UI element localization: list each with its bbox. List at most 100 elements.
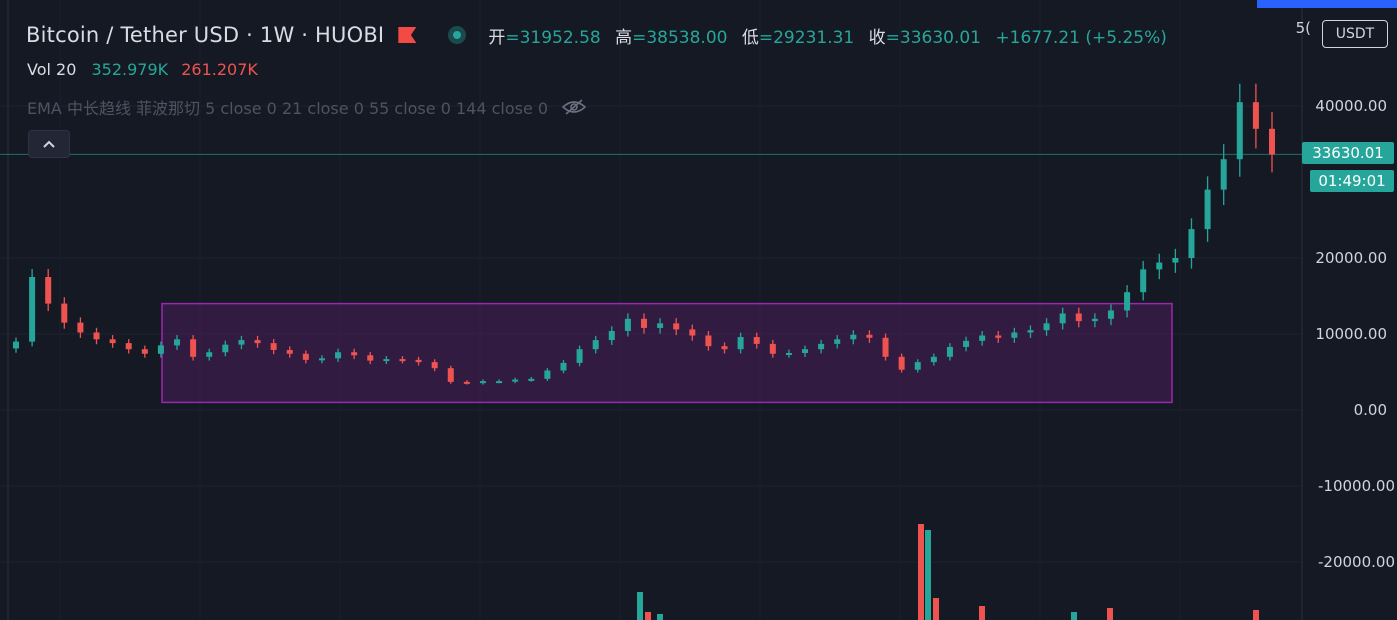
candle-body	[1140, 269, 1147, 293]
low-value: =29231.31	[758, 27, 855, 48]
candle-body	[157, 345, 164, 354]
candle-body	[1091, 318, 1098, 322]
symbol-title[interactable]: Bitcoin / Tether USD · 1W · HUOBI	[26, 23, 385, 47]
candle-body	[721, 346, 728, 350]
axis-label-40000: 40000.00	[1315, 97, 1387, 115]
ema-legend[interactable]: EMA 中长趋线 菲波那切 5 close 0 21 close 0 55 cl…	[27, 95, 587, 119]
close-label: 收	[868, 27, 886, 48]
candle-body	[351, 352, 358, 356]
candle-body	[190, 339, 197, 357]
candle-body	[254, 340, 261, 344]
candle-body	[930, 356, 937, 363]
axis-label-20000: 20000.00	[1315, 249, 1387, 267]
candle-body	[1011, 332, 1018, 338]
candle-body	[657, 323, 664, 328]
volume-bars	[637, 524, 1259, 620]
candle-body	[544, 370, 551, 379]
candle-body	[1269, 128, 1275, 155]
candle-body	[785, 353, 792, 355]
candle-body	[61, 303, 68, 323]
candle-body	[45, 277, 52, 304]
candle-body	[463, 381, 470, 384]
candle-body	[174, 339, 181, 346]
volume-up-value: 352.979K	[91, 60, 169, 79]
open-value: =31952.58	[505, 27, 601, 48]
close-value: =33630.01	[885, 27, 981, 48]
candle-body	[318, 358, 325, 361]
candle-body	[141, 349, 148, 354]
candle-body	[367, 355, 374, 361]
top-toolbar-tab[interactable]	[1257, 0, 1397, 8]
candle-body	[1059, 313, 1066, 324]
candle-body	[753, 337, 760, 344]
candle-body	[1252, 102, 1259, 129]
candle-body	[447, 368, 454, 382]
candle-body	[206, 352, 213, 357]
volume-bar	[979, 606, 985, 620]
candle-body	[77, 322, 84, 333]
candle-body	[689, 329, 696, 336]
volume-bar	[918, 524, 924, 620]
change-value: +1677.21 (+5.25%)	[995, 27, 1167, 48]
candle-body	[29, 277, 36, 342]
chevron-up-icon	[43, 140, 55, 148]
candle-body	[737, 337, 744, 350]
candle-body	[270, 343, 277, 350]
candle-body	[576, 349, 583, 363]
volume-bar	[925, 530, 931, 620]
candle-body	[818, 343, 825, 350]
collapse-legend-button[interactable]	[28, 130, 70, 158]
candle-body	[496, 381, 503, 384]
flag-icon[interactable]	[398, 27, 416, 43]
candle-body	[222, 344, 229, 353]
candle-body	[93, 332, 100, 340]
price-axis[interactable]: 5( 40000.00 20000.00 10000.00 0.00 -1000…	[1296, 0, 1397, 620]
candle-body	[1107, 310, 1114, 319]
high-label: 高	[615, 27, 633, 48]
candle-body	[1220, 159, 1227, 190]
candle-body	[383, 359, 390, 362]
candle-body	[399, 359, 406, 362]
open-label: 开	[488, 27, 506, 48]
volume-bar	[657, 614, 663, 620]
volume-bar	[637, 592, 643, 620]
candle-body	[415, 359, 422, 363]
volume-bar	[1107, 608, 1113, 620]
axis-label-0: 0.00	[1353, 401, 1387, 419]
volume-legend[interactable]: Vol 20 352.979K 261.207K	[27, 60, 258, 79]
candle-body	[1236, 102, 1243, 160]
candle-body	[850, 334, 857, 340]
candle-body	[979, 335, 986, 341]
candle-body	[1124, 292, 1131, 311]
eye-off-icon[interactable]	[562, 99, 587, 115]
candle-body	[1027, 330, 1034, 333]
candle-body	[512, 379, 519, 382]
candle-body	[641, 318, 647, 328]
high-value: =38538.00	[632, 27, 728, 48]
candle-body	[431, 362, 438, 369]
live-dot-icon	[448, 26, 467, 44]
candle-body	[769, 343, 776, 354]
candle-body	[882, 337, 889, 357]
low-label: 低	[741, 27, 759, 48]
ohlc-values: 开=31952.58 高=38538.00 低=29231.31 收=33630…	[488, 23, 1167, 48]
candle-body	[1043, 323, 1050, 331]
candle-body	[1204, 189, 1211, 230]
volume-bar	[1071, 612, 1077, 620]
candle-body	[608, 330, 615, 341]
candle-body	[238, 340, 245, 345]
candle-body	[995, 335, 1002, 338]
candle-body	[109, 339, 116, 344]
volume-bar	[933, 598, 939, 620]
candle-body	[705, 335, 712, 347]
candles	[13, 83, 1275, 385]
candle-body	[1188, 229, 1195, 258]
candle-body	[1075, 313, 1082, 322]
candle-body	[125, 343, 132, 350]
highlight-range-box	[161, 302, 1173, 404]
volume-name: Vol 20	[27, 60, 77, 79]
axis-label-minus-20000: -20000.00	[1318, 553, 1395, 571]
candle-body	[624, 318, 631, 331]
currency-button[interactable]: USDT	[1322, 20, 1388, 48]
